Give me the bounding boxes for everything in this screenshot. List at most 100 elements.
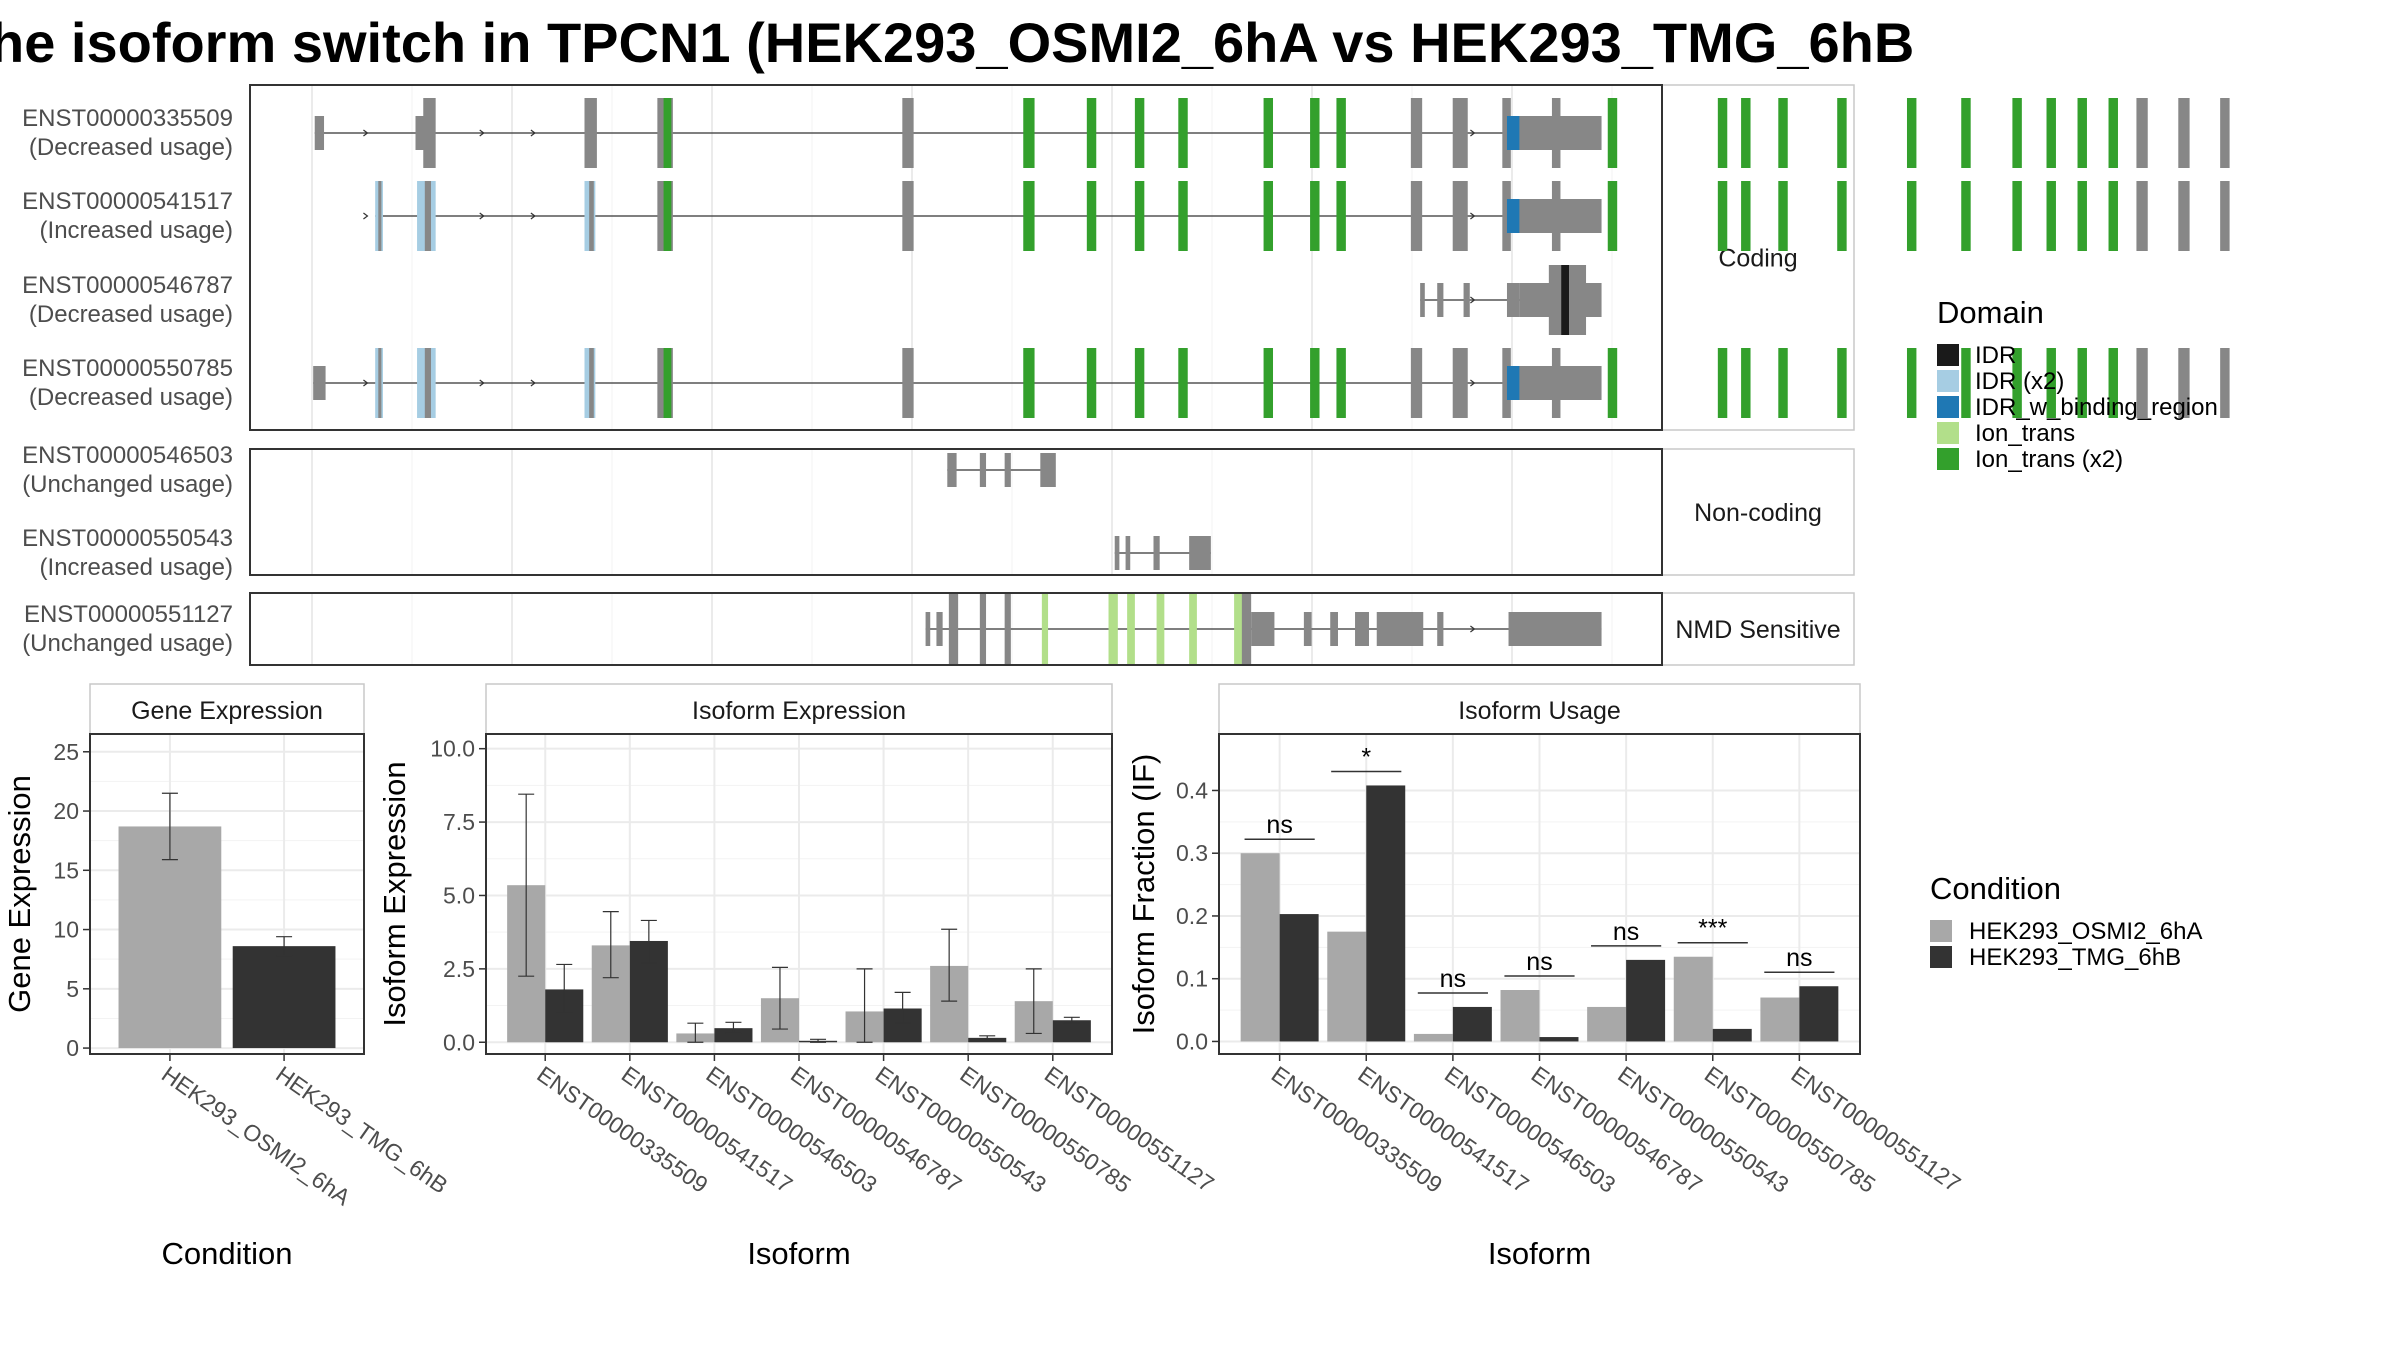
chart-isoform-expression: Isoform ExpressionENST00000335509ENST000… [377,683,1219,1271]
exon-block [1741,98,1751,168]
exon-block [1134,348,1145,418]
domain-legend-label: IDR [1975,342,2016,369]
significance-label: * [1361,743,1371,771]
domain-legend-label: Ion_trans (x2) [1975,446,2123,473]
exon-block [1355,612,1369,646]
bar [1587,1006,1627,1042]
exon-block [1410,98,1423,168]
exon-block [1127,594,1135,664]
bar [1500,990,1540,1042]
y-tick-label: 5 [66,976,79,1002]
exon-block [314,116,325,150]
exon-block [1251,612,1275,646]
exon-block [1310,181,1320,251]
exon-block [1437,612,1444,646]
exon-block [1125,536,1131,570]
exon-block [1330,612,1338,646]
transcript-usage-label: (Decreased usage) [29,301,233,328]
exon-block [1376,612,1424,646]
chart-title: Isoform Expression [692,697,906,725]
intron-arrow [479,212,485,220]
bar [1413,1033,1453,1042]
exon-block [1961,348,1971,418]
exon-block [2136,98,2148,168]
intron-arrow [530,212,536,220]
chart-strip [485,683,1113,735]
y-tick-label: 0.3 [1176,840,1208,866]
y-axis-label: Isoform Fraction (IF) [1126,754,1161,1035]
bar [1760,997,1800,1042]
exon-block [1837,348,1847,418]
panel-border [249,448,1663,576]
chart-border [485,733,1113,1055]
exon-block [1410,181,1423,251]
intron-arrow [363,212,369,220]
exon-block [1420,283,1425,317]
exon-block [1961,181,1971,251]
exon-block [1717,98,1728,168]
exon-block [1741,348,1751,418]
legend-key [1930,946,1952,968]
page-title: he isoform switch in TPCN1 (HEK293_OSMI2… [0,11,1915,74]
condition-legend-label: HEK293_TMG_6hB [1969,944,2181,971]
y-tick-label: 0.0 [443,1029,475,1055]
condition-legend-label: HEK293_OSMI2_6hA [1969,918,2202,945]
exon-block [663,181,672,251]
legend-key [1937,344,1959,366]
exon-block [1086,348,1097,418]
exon-block [2108,98,2118,168]
bar [1673,956,1713,1042]
exon-block [663,348,672,418]
y-tick-label: 2.5 [443,956,475,982]
intron-arrow [530,379,536,387]
exon-block [1040,453,1056,487]
exon-block [1717,348,1728,418]
legend-key [1930,920,1952,942]
bar [1626,959,1666,1042]
exon-block [1502,181,1511,251]
exon-block [2220,181,2230,251]
exon-block [902,181,914,251]
exon-block [2178,348,2190,418]
chart-border [89,733,365,1055]
bar [1327,931,1367,1042]
chart-strip [89,683,365,735]
exon-block [1108,594,1118,664]
x-tick-label: HEK293_OSMI2_6hA [157,1061,356,1211]
exon-block [1906,98,1917,168]
exon-block [424,181,432,251]
exon-block [2012,98,2022,168]
domain-legend-label: Ion_trans [1975,420,2075,447]
exon-block [2220,348,2230,418]
exon-block [584,98,597,168]
exon-block [1778,348,1788,418]
exon-block [1561,265,1569,335]
transcript-models [313,98,2230,664]
exon-block [1303,612,1312,646]
bar [1279,914,1319,1042]
transcript-usage-label: (Increased usage) [40,217,233,244]
exon-block [1506,366,1523,400]
significance-label: ns [1786,944,1812,972]
y-tick-label: 25 [53,739,79,765]
exon-block [1336,348,1346,418]
transcript-id-label: ENST00000541517 [22,188,233,215]
panel-strip [1661,448,1855,576]
intron-arrow [363,379,369,387]
exon-block [2108,181,2118,251]
exon-block [1452,98,1468,168]
y-tick-label: 0.4 [1176,777,1208,803]
x-axis-label: Condition [162,1236,293,1271]
transcript-panel-noncoding: Non-coding ENST00000546503(Unchanged usag… [22,442,1855,581]
exon-block [1837,98,1847,168]
exon-block [1452,348,1468,418]
intron-arrow [479,129,485,137]
intron-arrow [479,379,485,387]
significance-label: *** [1698,915,1727,943]
exon-block [1234,594,1245,664]
exon-block [2220,98,2230,168]
bar [1366,785,1406,1042]
exon-block [589,181,594,251]
y-tick-label: 20 [53,798,79,824]
